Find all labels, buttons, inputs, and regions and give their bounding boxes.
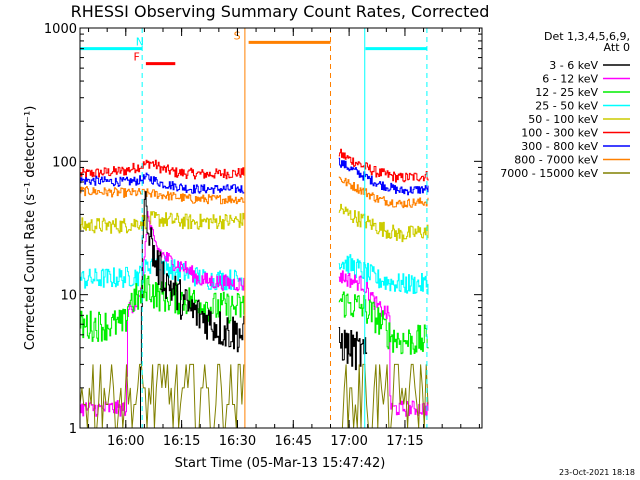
x-tick-label-1: 16:15	[163, 434, 200, 449]
x-axis-label: Start Time (05-Mar-13 15:47:42)	[175, 456, 386, 471]
y-axis-label: Corrected Count Rate (s⁻¹ detector⁻¹)	[23, 106, 38, 351]
series-50-100-kev-line	[80, 203, 429, 243]
y-tick-label-3: 1000	[44, 22, 77, 37]
legend-label-7: 800 - 7000 keV	[514, 154, 598, 167]
generation-timestamp: 23-Oct-2021 18:18	[559, 468, 635, 477]
series-7000-15000-kev-segment-0	[80, 363, 245, 428]
y-tick-label-0: 1	[69, 422, 77, 437]
series-300-800-kev-line	[80, 157, 429, 196]
chart-title: RHESSI Observing Summary Count Rates, Co…	[71, 2, 490, 21]
legend-label-6: 300 - 800 keV	[521, 140, 598, 153]
series-3-6-kev-line	[139, 191, 368, 428]
x-tick-label-0: 16:00	[107, 434, 144, 449]
legend-label-2: 12 - 25 keV	[535, 86, 598, 99]
legend-label-5: 100 - 300 keV	[521, 127, 598, 140]
legend-label-8: 7000 - 15000 keV	[500, 167, 598, 180]
legend-label-1: 6 - 12 keV	[542, 73, 598, 86]
series-6-12-kev-line	[80, 211, 429, 417]
flag-f-label: F	[134, 51, 140, 64]
series-25-50-kev-line	[80, 249, 429, 295]
series-group	[80, 148, 429, 428]
flag-n-label: N	[136, 36, 144, 49]
x-tick-label-5: 17:15	[386, 434, 423, 449]
x-tick-label-3: 16:45	[275, 434, 312, 449]
legend-header-line-1: Det 1,3,4,5,6,9,	[544, 30, 630, 43]
y-tick-label-1: 10	[60, 289, 77, 304]
plot-frame	[79, 27, 483, 429]
legend-label-0: 3 - 6 keV	[549, 59, 598, 72]
legend-label-3: 25 - 50 keV	[535, 100, 598, 113]
legend-label-4: 50 - 100 keV	[528, 113, 598, 126]
series-800-7000-kev-line	[80, 176, 429, 209]
legend-header-line-2: Att 0	[604, 41, 630, 54]
series-100-300-kev-line	[80, 148, 429, 183]
x-tick-label-4: 17:00	[330, 434, 367, 449]
plot-area: NFS16:0016:1516:3016:4517:0017:151101001…	[44, 22, 483, 449]
y-tick-label-2: 100	[52, 155, 77, 170]
x-tick-label-2: 16:30	[219, 434, 256, 449]
series-12-25-kev-line	[80, 274, 429, 355]
series-7000-15000-kev-segment-1	[338, 363, 429, 428]
